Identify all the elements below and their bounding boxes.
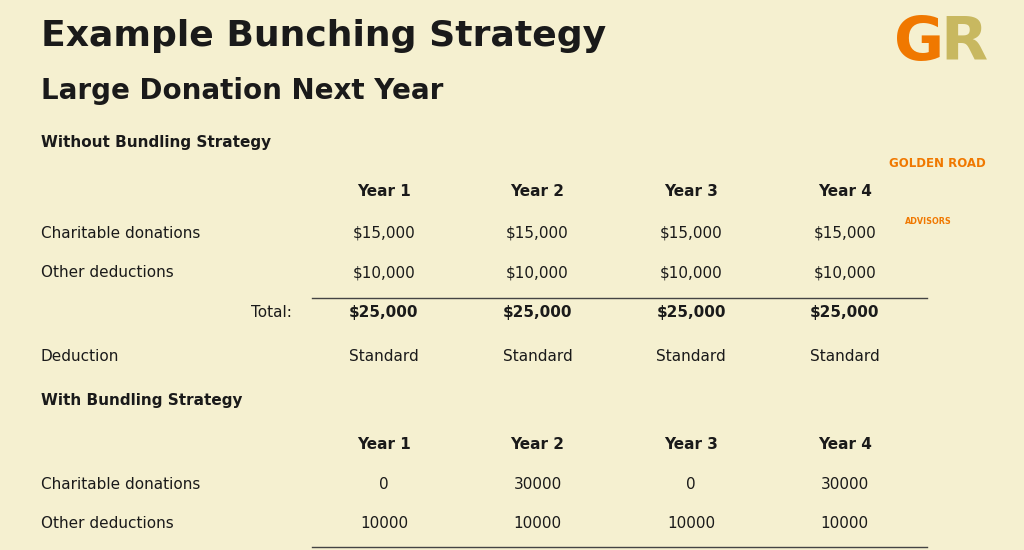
Text: $25,000: $25,000 [349, 305, 419, 320]
Text: Deduction: Deduction [41, 349, 120, 364]
Text: G: G [894, 14, 944, 73]
Text: 10000: 10000 [821, 516, 868, 531]
Text: $25,000: $25,000 [503, 305, 572, 320]
Text: $15,000: $15,000 [659, 226, 723, 240]
Text: Year 4: Year 4 [818, 437, 871, 452]
Text: Year 3: Year 3 [665, 184, 718, 199]
Text: ADVISORS: ADVISORS [905, 217, 952, 226]
Text: $10,000: $10,000 [659, 265, 723, 280]
Text: Standard: Standard [349, 349, 419, 364]
Text: 30000: 30000 [513, 477, 562, 492]
Text: Standard: Standard [503, 349, 572, 364]
Text: Standard: Standard [656, 349, 726, 364]
Text: Standard: Standard [810, 349, 880, 364]
Text: Year 2: Year 2 [511, 184, 564, 199]
Text: Year 1: Year 1 [357, 184, 411, 199]
Text: $10,000: $10,000 [352, 265, 416, 280]
Text: Example Bunching Strategy: Example Bunching Strategy [41, 19, 606, 53]
Text: 0: 0 [686, 477, 696, 492]
Text: With Bundling Strategy: With Bundling Strategy [41, 393, 243, 408]
Text: $15,000: $15,000 [352, 226, 416, 240]
Text: Year 3: Year 3 [665, 437, 718, 452]
Text: Other deductions: Other deductions [41, 265, 174, 280]
Text: 30000: 30000 [820, 477, 869, 492]
Text: Year 1: Year 1 [357, 437, 411, 452]
Text: 0: 0 [379, 477, 389, 492]
Text: 10000: 10000 [514, 516, 561, 531]
Text: $15,000: $15,000 [506, 226, 569, 240]
Text: Year 2: Year 2 [511, 437, 564, 452]
Text: 10000: 10000 [360, 516, 408, 531]
Text: R: R [940, 14, 987, 73]
Text: Other deductions: Other deductions [41, 516, 174, 531]
Text: $25,000: $25,000 [810, 305, 880, 320]
Text: Charitable donations: Charitable donations [41, 226, 201, 240]
Text: Without Bundling Strategy: Without Bundling Strategy [41, 135, 271, 150]
Text: Charitable donations: Charitable donations [41, 477, 201, 492]
Text: Large Donation Next Year: Large Donation Next Year [41, 77, 443, 105]
Text: Year 4: Year 4 [818, 184, 871, 199]
Text: $15,000: $15,000 [813, 226, 877, 240]
Text: $10,000: $10,000 [506, 265, 569, 280]
Text: $10,000: $10,000 [813, 265, 877, 280]
Text: Total:: Total: [251, 305, 292, 320]
Text: $25,000: $25,000 [656, 305, 726, 320]
Text: GOLDEN ROAD: GOLDEN ROAD [889, 157, 985, 170]
Text: 10000: 10000 [668, 516, 715, 531]
